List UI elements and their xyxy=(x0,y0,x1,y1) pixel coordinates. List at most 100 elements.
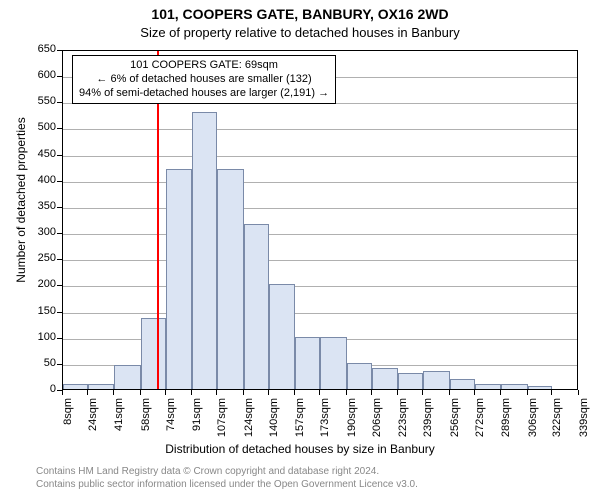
histogram-bar xyxy=(141,318,166,389)
y-tick-label: 150 xyxy=(24,305,56,317)
credits-line-2: Contains public sector information licen… xyxy=(36,479,418,492)
x-tick-mark xyxy=(474,390,475,395)
histogram-bar xyxy=(423,371,450,389)
y-tick-label: 350 xyxy=(24,200,56,212)
grid-line xyxy=(63,129,577,130)
histogram-bar xyxy=(450,379,475,389)
histogram-bar xyxy=(320,337,347,389)
x-tick-mark xyxy=(346,390,347,395)
x-tick-mark xyxy=(397,390,398,395)
histogram-bar xyxy=(269,284,296,389)
x-tick-mark xyxy=(191,390,192,395)
x-tick-label: 339sqm xyxy=(578,398,590,446)
x-tick-mark xyxy=(216,390,217,395)
grid-line xyxy=(63,156,577,157)
x-tick-label: 8sqm xyxy=(62,398,74,446)
annotation-line: ← 6% of detached houses are smaller (132… xyxy=(79,73,329,87)
histogram-bar xyxy=(114,365,141,389)
y-tick-mark xyxy=(57,285,62,286)
y-tick-mark xyxy=(57,128,62,129)
y-tick-mark xyxy=(57,181,62,182)
y-tick-label: 450 xyxy=(24,148,56,160)
annotation-line: 101 COOPERS GATE: 69sqm xyxy=(79,59,329,73)
histogram-bar xyxy=(217,169,244,389)
histogram-bar xyxy=(528,386,553,389)
y-tick-label: 650 xyxy=(24,43,56,55)
y-tick-label: 300 xyxy=(24,226,56,238)
credits-text: Contains HM Land Registry data © Crown c… xyxy=(36,466,418,491)
x-tick-mark xyxy=(165,390,166,395)
x-tick-label: 289sqm xyxy=(500,398,512,446)
histogram-bar xyxy=(398,373,423,389)
x-tick-label: 256sqm xyxy=(449,398,461,446)
x-tick-mark xyxy=(551,390,552,395)
x-tick-mark xyxy=(268,390,269,395)
x-tick-label: 306sqm xyxy=(527,398,539,446)
x-tick-label: 124sqm xyxy=(243,398,255,446)
y-tick-label: 50 xyxy=(24,357,56,369)
y-tick-mark xyxy=(57,155,62,156)
x-tick-label: 206sqm xyxy=(371,398,383,446)
x-tick-mark xyxy=(62,390,63,395)
y-tick-mark xyxy=(57,102,62,103)
y-tick-label: 400 xyxy=(24,174,56,186)
annotation-line: 94% of semi-detached houses are larger (… xyxy=(79,87,329,101)
grid-line xyxy=(63,208,577,209)
x-tick-label: 107sqm xyxy=(216,398,228,446)
histogram-bar xyxy=(475,384,502,389)
y-tick-mark xyxy=(57,312,62,313)
x-tick-mark xyxy=(527,390,528,395)
x-tick-mark xyxy=(294,390,295,395)
x-tick-label: 272sqm xyxy=(474,398,486,446)
y-tick-label: 200 xyxy=(24,278,56,290)
x-tick-mark xyxy=(140,390,141,395)
histogram-bar xyxy=(501,384,528,389)
y-tick-mark xyxy=(57,76,62,77)
y-tick-label: 600 xyxy=(24,69,56,81)
y-tick-mark xyxy=(57,338,62,339)
x-tick-mark xyxy=(113,390,114,395)
x-tick-label: 140sqm xyxy=(268,398,280,446)
histogram-bar xyxy=(244,224,269,389)
x-tick-label: 41sqm xyxy=(113,398,125,446)
grid-line xyxy=(63,313,577,314)
x-tick-mark xyxy=(500,390,501,395)
y-tick-label: 0 xyxy=(24,383,56,395)
chart-title-main: 101, COOPERS GATE, BANBURY, OX16 2WD xyxy=(0,6,600,22)
x-tick-mark xyxy=(449,390,450,395)
x-tick-label: 24sqm xyxy=(87,398,99,446)
figure-container: 101, COOPERS GATE, BANBURY, OX16 2WD Siz… xyxy=(0,0,600,500)
x-tick-label: 91sqm xyxy=(191,398,203,446)
x-tick-label: 223sqm xyxy=(397,398,409,446)
histogram-bar xyxy=(63,384,88,389)
x-tick-label: 58sqm xyxy=(140,398,152,446)
x-tick-label: 173sqm xyxy=(319,398,331,446)
x-tick-label: 190sqm xyxy=(346,398,358,446)
x-tick-mark xyxy=(87,390,88,395)
x-tick-mark xyxy=(422,390,423,395)
grid-line xyxy=(63,286,577,287)
grid-line xyxy=(63,234,577,235)
histogram-bar xyxy=(88,384,115,389)
y-tick-label: 250 xyxy=(24,252,56,264)
x-tick-label: 74sqm xyxy=(165,398,177,446)
y-tick-mark xyxy=(57,364,62,365)
annotation-box: 101 COOPERS GATE: 69sqm← 6% of detached … xyxy=(72,55,336,104)
y-tick-mark xyxy=(57,233,62,234)
histogram-bar xyxy=(295,337,320,389)
histogram-bar xyxy=(347,363,372,389)
y-tick-label: 100 xyxy=(24,331,56,343)
y-tick-label: 550 xyxy=(24,95,56,107)
x-tick-mark xyxy=(371,390,372,395)
x-tick-mark xyxy=(319,390,320,395)
x-tick-mark xyxy=(578,390,579,395)
y-tick-mark xyxy=(57,50,62,51)
y-tick-mark xyxy=(57,259,62,260)
credits-line-1: Contains HM Land Registry data © Crown c… xyxy=(36,466,418,479)
y-tick-mark xyxy=(57,207,62,208)
chart-title-sub: Size of property relative to detached ho… xyxy=(0,25,600,40)
grid-line xyxy=(63,182,577,183)
grid-line xyxy=(63,260,577,261)
y-tick-label: 500 xyxy=(24,121,56,133)
x-tick-label: 157sqm xyxy=(294,398,306,446)
